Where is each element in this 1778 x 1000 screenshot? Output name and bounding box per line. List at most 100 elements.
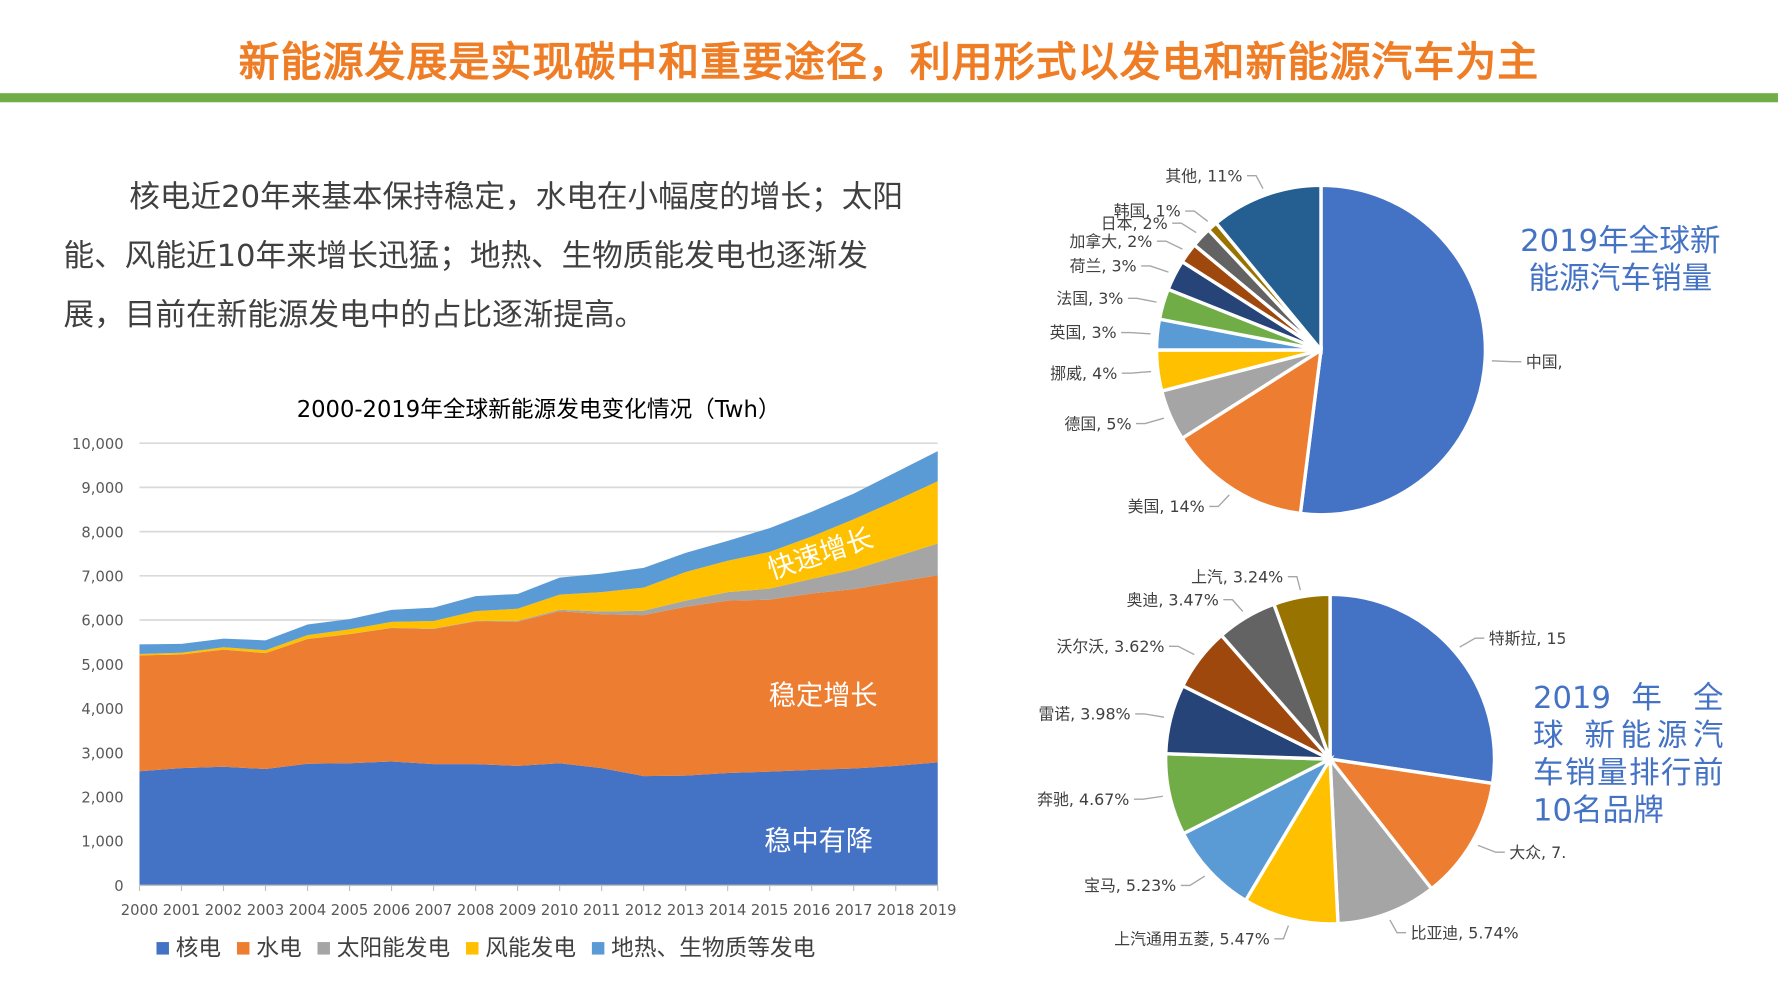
pie-chart-country-sales: 中国, 52% 美国, 14% 德国, 5% 挪威, 4% 英国, 3% 法国, 3% 荷兰… bbox=[1050, 166, 1565, 517]
leader-line bbox=[1135, 713, 1165, 718]
summary-text: 核电近20年来基本保持稳定，水电在小幅度的增长；太阳能、风能近10年来增长迅猛；… bbox=[63, 179, 903, 333]
legend-item: 太阳能发电 bbox=[317, 930, 450, 963]
pie2-title: 2019 年 全 球 新能源汽车销量排行前10名品牌 bbox=[1533, 680, 1724, 829]
pie1-title: 2019年全球新能源汽车销量 bbox=[1520, 223, 1721, 297]
leader-line bbox=[1185, 210, 1209, 222]
leader-line bbox=[1133, 795, 1164, 800]
x-tick-label: 2014 bbox=[709, 902, 747, 919]
slice-label: 挪威, 4% bbox=[1050, 364, 1117, 383]
slice-label: 沃尔沃, 3.62% bbox=[1056, 637, 1164, 656]
slice-label: 德国, 5% bbox=[1065, 414, 1132, 433]
slide-title: 新能源发展是实现碳中和重要途径，利用形式以发电和新能源汽车为主 bbox=[238, 39, 1540, 87]
leader-line bbox=[1247, 175, 1264, 189]
leader-line bbox=[1180, 875, 1206, 887]
legend-item: 风能发电 bbox=[466, 930, 576, 963]
leader-line bbox=[1491, 360, 1522, 363]
slice-label: 英国, 3% bbox=[1050, 323, 1117, 342]
annotation-label: 稳定增长 bbox=[769, 681, 878, 712]
x-tick-label: 2011 bbox=[583, 902, 621, 919]
leader-line bbox=[1127, 297, 1157, 303]
slice-label: 上汽通用五菱, 5.47% bbox=[1114, 929, 1270, 948]
y-tick-label: 0 bbox=[114, 878, 123, 895]
y-tick-label: 6,000 bbox=[81, 613, 123, 630]
x-tick-label: 2013 bbox=[667, 902, 705, 919]
slice-label: 加拿大, 2% bbox=[1070, 232, 1153, 251]
leader-line bbox=[1287, 576, 1302, 591]
y-tick-label: 3,000 bbox=[81, 745, 123, 762]
y-tick-label: 1,000 bbox=[81, 834, 123, 851]
leader-line bbox=[1169, 645, 1195, 656]
pie-slice bbox=[1298, 183, 1488, 517]
leader-line bbox=[1141, 265, 1169, 273]
accent-bar bbox=[0, 93, 1778, 103]
slice-label: 法国, 3% bbox=[1056, 289, 1123, 308]
y-tick-label: 10,000 bbox=[72, 436, 124, 453]
legend-swatch bbox=[156, 942, 169, 955]
legend-label: 太阳能发电 bbox=[336, 934, 451, 962]
area-series-0 bbox=[139, 761, 938, 886]
legend-label: 核电 bbox=[175, 934, 222, 962]
leader-line bbox=[1477, 844, 1505, 853]
y-tick-label: 4,000 bbox=[81, 701, 123, 718]
pie-slice bbox=[1271, 592, 1332, 760]
legend-item: 地热、生物质等发电 bbox=[591, 930, 816, 963]
slice-label: 比亚迪, 5.74% bbox=[1411, 923, 1519, 942]
legend-item: 水电 bbox=[236, 930, 302, 963]
y-tick-label: 7,000 bbox=[81, 568, 123, 585]
x-tick-label: 2017 bbox=[835, 902, 873, 919]
leader-line bbox=[1136, 417, 1165, 425]
leader-line bbox=[1156, 240, 1183, 250]
x-tick-label: 2009 bbox=[499, 902, 537, 919]
slice-label: 美国, 14% bbox=[1128, 497, 1205, 516]
x-tick-label: 2005 bbox=[331, 902, 369, 919]
x-tick-label: 2001 bbox=[163, 902, 201, 919]
pie-slice bbox=[1181, 754, 1335, 903]
slice-label: 其他, 11% bbox=[1165, 166, 1242, 185]
legend-label: 风能发电 bbox=[485, 934, 577, 962]
slice-label: 大众, 7.05% bbox=[1509, 843, 1564, 862]
legend-swatch bbox=[591, 942, 605, 955]
area-series-1 bbox=[139, 575, 938, 777]
x-tick-label: 2000 bbox=[121, 902, 159, 919]
slice-label: 韩国, 1% bbox=[1114, 202, 1181, 221]
area-series-3 bbox=[139, 481, 938, 656]
pie-slice bbox=[1243, 753, 1340, 926]
legend-swatch bbox=[236, 942, 250, 955]
leader-line bbox=[1459, 637, 1485, 648]
x-tick-label: 2019 bbox=[919, 902, 957, 919]
legend-item: 核电 bbox=[156, 930, 221, 963]
x-tick-label: 2004 bbox=[289, 902, 327, 919]
leader-line bbox=[1274, 925, 1290, 940]
leader-line bbox=[1389, 919, 1407, 934]
y-tick-label: 5,000 bbox=[81, 657, 123, 674]
x-tick-label: 2008 bbox=[457, 902, 495, 919]
pie-slice bbox=[1179, 346, 1324, 516]
slice-label: 特斯拉, 15.99% bbox=[1489, 629, 1565, 648]
y-tick-label: 2,000 bbox=[81, 790, 123, 807]
y-tick-label: 8,000 bbox=[81, 524, 123, 541]
leader-line bbox=[1121, 370, 1152, 374]
x-tick-label: 2003 bbox=[247, 902, 285, 919]
pie-slice bbox=[1328, 753, 1434, 926]
x-tick-label: 2016 bbox=[793, 902, 831, 919]
leader-line bbox=[1121, 331, 1151, 335]
pie-chart-brand-sales: 特斯拉, 15.99% 大众, 7.05% 比亚迪, 5.74% 上汽通用五菱, 5.… bbox=[1037, 567, 1565, 948]
slice-label: 荷兰, 3% bbox=[1070, 257, 1137, 276]
x-tick-label: 2007 bbox=[415, 902, 453, 919]
pie-slice bbox=[1213, 183, 1323, 355]
x-tick-label: 2002 bbox=[205, 902, 243, 919]
leader-line bbox=[1223, 599, 1244, 612]
chart-title: 2000-2019年全球新能源发电变化情况（Twh） bbox=[297, 397, 781, 423]
legend-label: 水电 bbox=[256, 934, 302, 962]
slice-label: 雷诺, 3.98% bbox=[1038, 705, 1130, 724]
x-tick-label: 2006 bbox=[373, 902, 411, 919]
annotation-label: 稳中有降 bbox=[764, 826, 873, 857]
chart-legend: 核电 水电 太阳能发电 风能发电 地热、生物质等发电 bbox=[156, 930, 815, 963]
slice-label: 奔驰, 4.67% bbox=[1037, 790, 1129, 809]
legend-label: 地热、生物质等发电 bbox=[611, 934, 816, 962]
slice-label: 宝马, 5.23% bbox=[1084, 876, 1176, 895]
slice-label: 中国, 52% bbox=[1526, 352, 1565, 371]
slice-label: 上汽, 3.24% bbox=[1191, 567, 1283, 586]
legend-swatch bbox=[317, 942, 330, 955]
